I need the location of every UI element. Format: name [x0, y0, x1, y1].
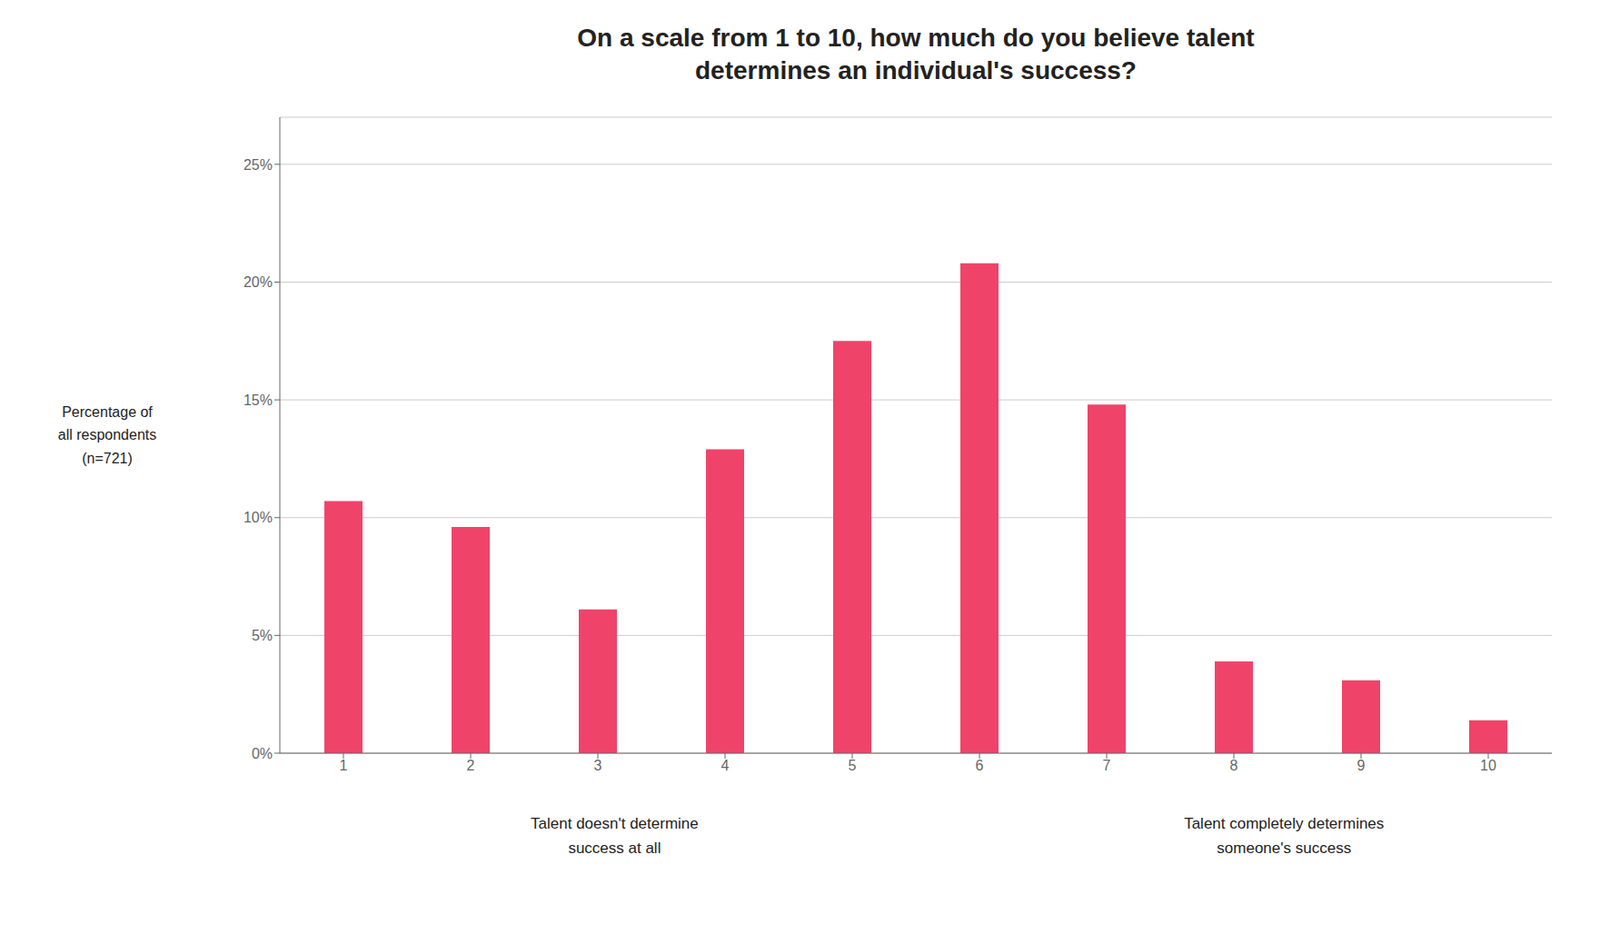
svg-text:10: 10: [1480, 757, 1497, 774]
svg-text:0%: 0%: [251, 745, 273, 761]
html-text:Talent doesn't determine succe: Talent doesn't determine success at all: [530, 814, 699, 857]
svg-text:2: 2: [467, 757, 476, 774]
html-text:Talent completely determines s: Talent completely determines someone's s…: [1184, 814, 1385, 857]
html-text:On a scale from 1 to 10, how m: On a scale from 1 to 10, how much do you…: [577, 23, 1255, 85]
svg-text:7: 7: [1103, 757, 1112, 774]
svg-text:10%: 10%: [243, 509, 273, 526]
svg-text:6: 6: [975, 757, 984, 774]
html-text:Percentage of all respondents: Percentage of all respondents (n=721): [57, 403, 157, 466]
svg-text:9: 9: [1357, 757, 1366, 774]
svg-text:25%: 25%: [243, 156, 273, 172]
svg-text:8: 8: [1230, 757, 1239, 774]
svg-text:5: 5: [848, 757, 857, 774]
svg-text:4: 4: [721, 757, 730, 774]
svg-text:20%: 20%: [243, 274, 273, 290]
svg-text:15%: 15%: [243, 392, 273, 408]
svg-text:5%: 5%: [251, 627, 273, 644]
svg-text:1: 1: [339, 757, 348, 774]
svg-text:3: 3: [594, 757, 603, 774]
